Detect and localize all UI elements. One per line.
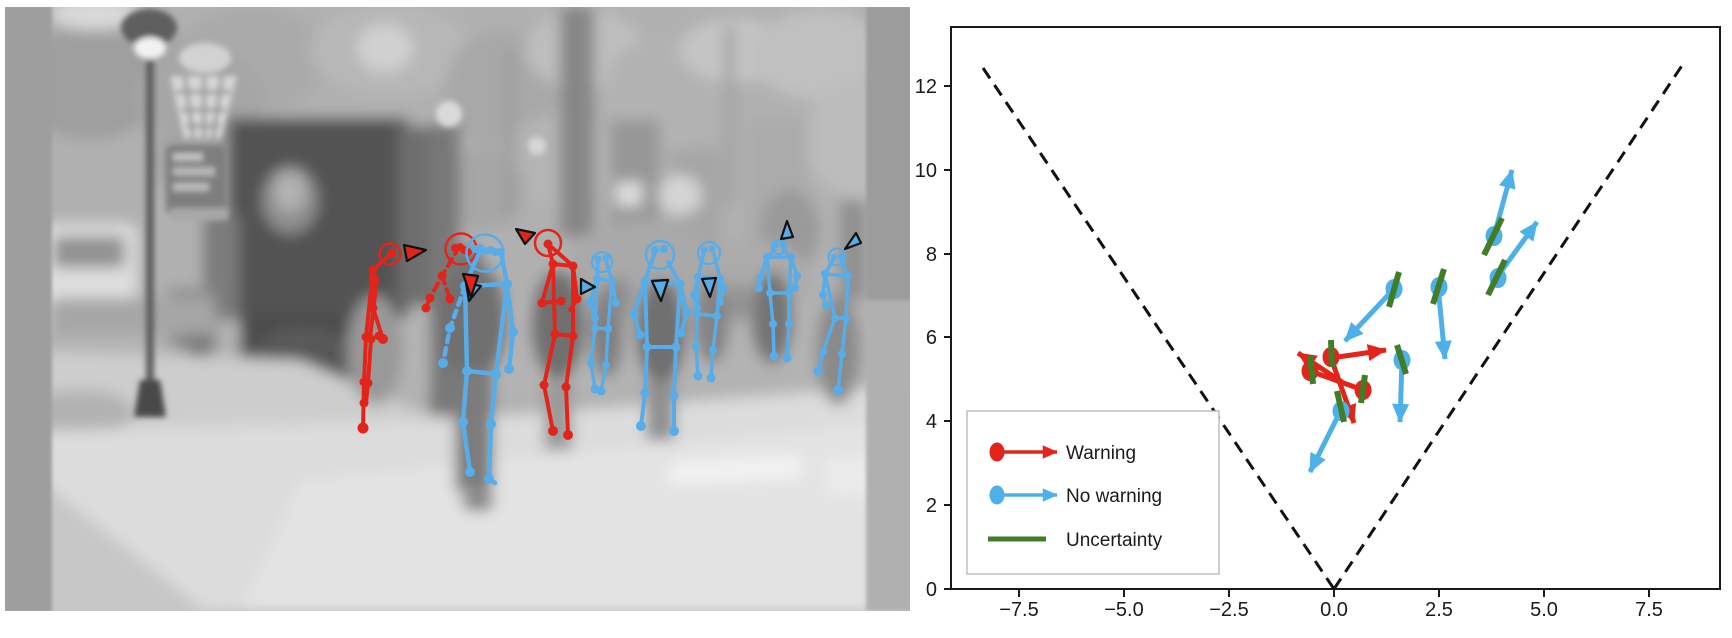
svg-text:−5.0: −5.0: [1104, 599, 1143, 621]
svg-text:0: 0: [926, 579, 937, 601]
svg-text:10: 10: [915, 160, 937, 182]
svg-text:−2.5: −2.5: [1209, 599, 1248, 621]
svg-text:7.5: 7.5: [1635, 599, 1663, 621]
svg-text:4: 4: [926, 411, 937, 433]
svg-text:12: 12: [915, 76, 937, 98]
svg-text:Warning: Warning: [1066, 443, 1136, 464]
svg-text:−7.5: −7.5: [999, 599, 1038, 621]
svg-text:Uncertainty: Uncertainty: [1066, 530, 1163, 551]
svg-text:8: 8: [926, 244, 937, 266]
svg-text:5.0: 5.0: [1530, 599, 1558, 621]
svg-text:2: 2: [926, 495, 937, 517]
svg-text:6: 6: [926, 327, 937, 349]
svg-text:No warning: No warning: [1066, 486, 1162, 507]
svg-text:0.0: 0.0: [1320, 599, 1348, 621]
svg-text:2.5: 2.5: [1425, 599, 1453, 621]
